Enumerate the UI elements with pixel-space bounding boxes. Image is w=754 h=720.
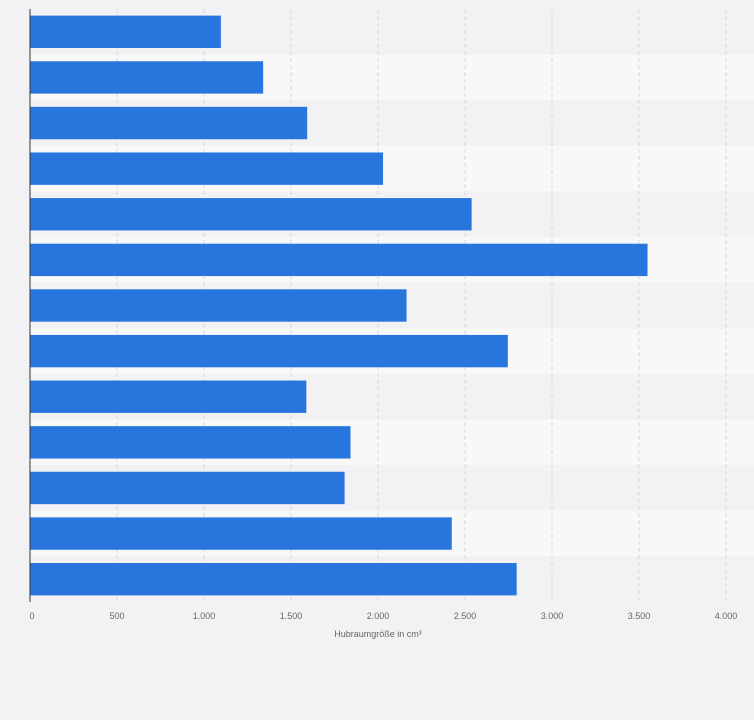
bar: [30, 334, 508, 368]
x-tick-label: 2.000: [367, 611, 390, 621]
x-tick-label: 500: [109, 611, 124, 621]
x-tick-label: 2.500: [454, 611, 477, 621]
bars: [30, 15, 648, 596]
bar: [30, 152, 384, 185]
x-tick-label: 1.500: [280, 611, 303, 621]
x-tick-label: 4.000: [715, 611, 738, 621]
bar: [30, 517, 452, 550]
x-tick-label: 0: [29, 611, 34, 621]
bar: [30, 289, 407, 322]
x-tick-label: 3.500: [628, 611, 651, 621]
x-tick-label: 3.000: [541, 611, 564, 621]
bar: [30, 380, 307, 413]
bar: [30, 15, 221, 49]
x-tick-label: 1.000: [193, 611, 216, 621]
x-tick-labels: 0 500 1.000 1.500 2.000 2.500 3.000 3.500 4.000: [29, 611, 737, 621]
bar: [30, 471, 345, 505]
bar: [30, 426, 351, 459]
bar: [30, 243, 648, 277]
bar: [30, 106, 308, 140]
bar: [30, 198, 472, 231]
x-axis-title: Hubraumgröße in cm³: [334, 629, 422, 639]
bar: [30, 61, 264, 94]
bar: [30, 562, 517, 596]
